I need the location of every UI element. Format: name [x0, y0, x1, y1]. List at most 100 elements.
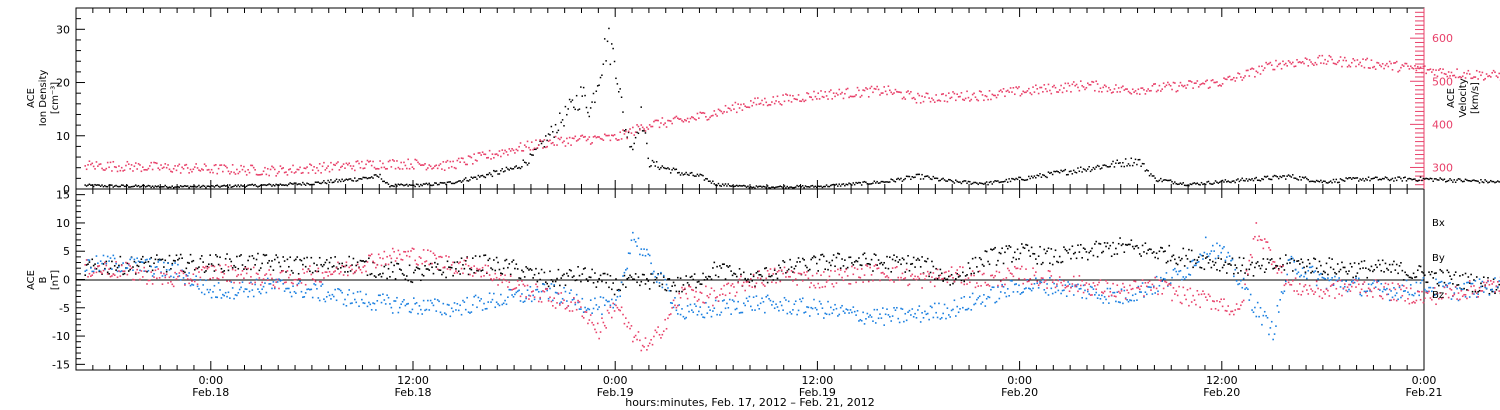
b-by-point — [820, 303, 822, 305]
velocity-point — [164, 163, 167, 165]
b-bz-point — [535, 283, 537, 286]
velocity-point — [983, 99, 985, 102]
velocity-point — [985, 95, 988, 98]
b-by-point — [1352, 279, 1354, 282]
density-point — [1085, 170, 1088, 172]
velocity-point — [1064, 82, 1067, 85]
b-bx-point — [400, 269, 402, 271]
b-by-point — [901, 308, 904, 310]
b-bz-point — [195, 267, 197, 270]
b-by-point — [504, 299, 506, 302]
b-bz-point — [662, 330, 665, 333]
density-point — [967, 180, 970, 183]
density-point — [87, 184, 89, 186]
velocity-point — [515, 148, 518, 151]
b-bx-point — [511, 261, 513, 263]
density-point — [335, 178, 338, 181]
b-bx-point — [1164, 250, 1166, 252]
density-point — [196, 185, 199, 188]
velocity-point — [896, 90, 898, 93]
b-bx-point — [1033, 253, 1036, 255]
velocity-point — [188, 172, 190, 174]
b-bx-point — [1372, 270, 1374, 273]
velocity-point — [980, 90, 982, 93]
density-point — [978, 182, 981, 184]
b-by-point — [1252, 311, 1255, 314]
b-by-point — [1381, 290, 1384, 293]
b-by-point — [709, 309, 711, 311]
density-point — [424, 183, 426, 185]
velocity-point — [855, 94, 857, 96]
b-by-point — [373, 302, 376, 305]
b-bx-point — [717, 276, 720, 278]
velocity-point — [449, 160, 452, 163]
b-bx-point — [644, 283, 647, 285]
velocity-point — [1227, 76, 1230, 78]
b-bz-point — [625, 317, 627, 319]
b-bx-point — [582, 268, 585, 270]
density-point — [450, 182, 453, 185]
velocity-point — [349, 165, 352, 167]
density-point — [752, 186, 755, 188]
b-by-point — [1269, 327, 1272, 329]
velocity-point — [1324, 58, 1326, 61]
velocity-point — [1241, 79, 1244, 81]
b-by-point — [1075, 285, 1078, 288]
velocity-point — [1424, 65, 1426, 67]
b-by-point — [268, 283, 270, 285]
b-by-point — [1113, 291, 1116, 294]
density-point — [647, 157, 649, 160]
b-bx-point — [874, 254, 877, 256]
b-bx-point — [389, 275, 391, 278]
b-by-point — [1018, 284, 1020, 287]
b-bx-point — [1175, 262, 1178, 265]
velocity-point — [799, 100, 801, 102]
b-by-point — [422, 299, 425, 302]
b-bx-point — [375, 276, 377, 278]
b-bx-point — [439, 269, 442, 272]
velocity-point — [421, 164, 424, 166]
b-bx-point — [674, 284, 676, 287]
b-bx-point — [755, 272, 758, 274]
b-by-point — [1442, 285, 1444, 288]
b-bz-point — [441, 256, 443, 259]
b-bz-point — [167, 282, 169, 284]
density-point — [936, 177, 939, 180]
b-by-point — [839, 306, 842, 309]
b-by-point — [325, 296, 328, 298]
velocity-point — [557, 137, 560, 140]
density-point — [1096, 164, 1099, 167]
b-by-point — [552, 299, 554, 302]
b-bz-point — [276, 278, 279, 281]
velocity-point — [272, 166, 275, 169]
b-bx-point — [1077, 244, 1079, 247]
b-by-point — [1482, 291, 1485, 293]
b-bx-point — [1169, 259, 1172, 262]
velocity-point — [640, 124, 643, 126]
velocity-point — [271, 165, 273, 168]
b-bz-point — [143, 266, 145, 269]
b-by-point — [800, 300, 803, 303]
b-bx-point — [1261, 264, 1263, 267]
b-bz-point — [462, 272, 464, 275]
velocity-point — [87, 164, 89, 166]
b-bx-point — [872, 270, 874, 272]
density-point — [908, 175, 911, 178]
b-by-point — [493, 292, 495, 295]
density-point — [369, 177, 371, 179]
velocity-point — [387, 160, 390, 163]
b-bx-point — [719, 265, 721, 267]
b-by-point — [643, 248, 645, 250]
b-by-point — [828, 313, 831, 316]
b-bx-point — [886, 255, 888, 258]
velocity-point — [959, 95, 961, 98]
density-point — [827, 185, 829, 188]
b-by-point — [1211, 244, 1214, 247]
b-bz-point — [623, 322, 626, 325]
velocity-point — [1247, 69, 1249, 72]
velocity-point — [1209, 86, 1211, 89]
density-point — [821, 186, 824, 189]
density-point — [845, 183, 847, 186]
density-point — [974, 181, 977, 184]
density-point — [1381, 177, 1384, 180]
